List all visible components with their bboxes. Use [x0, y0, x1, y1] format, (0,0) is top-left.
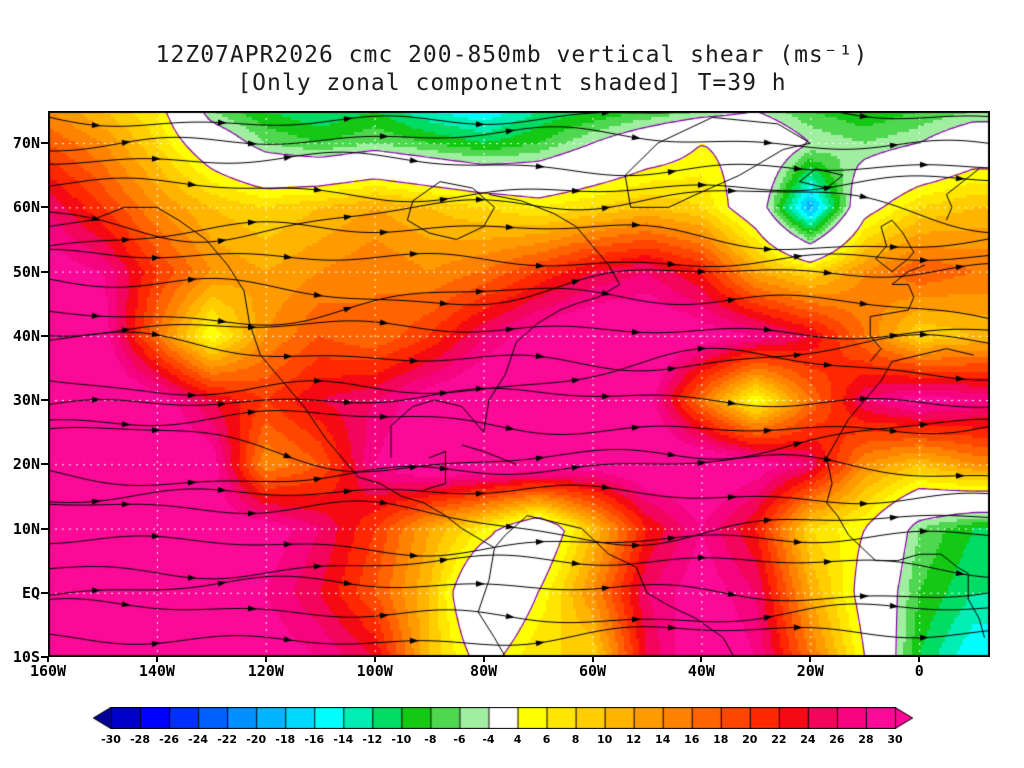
colorbar-tick-label: -26 [159, 733, 179, 746]
colorbar-tick-label: 18 [713, 733, 729, 746]
colorbar-tick-label: -28 [130, 733, 150, 746]
x-axis-tick [918, 657, 921, 662]
y-axis-tick-label: 10S [12, 648, 40, 666]
y-axis-tick [41, 656, 48, 658]
x-axis-tick [155, 657, 158, 662]
colorbar-tick-label: 24 [800, 733, 816, 746]
x-axis-tick-label: 60W [578, 662, 607, 680]
colorbar-tick-label: 4 [513, 733, 522, 746]
y-axis-tick-label: 10N [12, 519, 40, 538]
colorbar-tick-label: -24 [188, 733, 209, 746]
colorbar-tick-label: 12 [626, 733, 642, 746]
colorbar-tick-label: 8 [571, 733, 580, 746]
y-axis-tick-label: 40N [12, 326, 40, 345]
y-axis-tick-label: 30N [12, 391, 40, 410]
y-axis-tick [41, 270, 48, 273]
x-axis-tick-label: 20W [796, 662, 824, 680]
x-axis-tick [264, 657, 267, 662]
x-axis-tick-label: 40W [687, 662, 715, 680]
colorbar-tick-label: -16 [304, 733, 325, 746]
map-canvas [48, 111, 990, 657]
colorbar-tick-label: 14 [655, 733, 671, 746]
y-axis-tick [41, 206, 48, 209]
chart-subtitle: [Only zonal componetnt shaded] T=39 h [237, 70, 787, 96]
colorbar-tick-label: 6 [542, 733, 551, 746]
colorbar-tick-label: -22 [217, 733, 238, 746]
x-axis-tick [591, 657, 594, 662]
x-axis-tick [809, 657, 812, 662]
x-axis-tick-label: 100W [356, 662, 393, 680]
colorbar-tick-label: 26 [829, 733, 845, 746]
y-axis-tick-label: 60N [12, 198, 40, 217]
colorbar-tick-label: 20 [742, 733, 758, 746]
y-axis-tick [41, 463, 48, 466]
colorbar [93, 707, 913, 729]
x-axis-tick-label: 140W [138, 662, 175, 680]
x-axis-tick [482, 657, 485, 662]
x-axis-tick-label: 160W [29, 662, 67, 680]
y-axis-tick-label: 50N [12, 262, 40, 281]
x-axis-tick [700, 657, 703, 662]
y-axis-tick [41, 527, 48, 530]
colorbar-tick-label: 16 [684, 733, 700, 746]
y-axis-tick [41, 591, 48, 594]
x-axis-tick-label: 120W [247, 662, 284, 680]
y-axis-tick [41, 142, 48, 145]
colorbar-tick-label: -30 [101, 733, 121, 746]
colorbar-tick-label: -6 [453, 733, 466, 746]
colorbar-tick-label: -20 [246, 733, 267, 746]
colorbar-tick-label: -14 [333, 733, 354, 746]
y-axis-tick-label: EQ [21, 583, 40, 602]
colorbar-tick-label: -8 [424, 733, 437, 746]
x-axis-tick-label: 0 [914, 662, 924, 680]
colorbar-labels: -30 -28 -26 -24 -22 -20 -18 -16 -14 -12 -10 -8 -6 -4 4… [93, 733, 913, 747]
colorbar-tick-label: 30 [887, 733, 903, 746]
colorbar-tick-label: -18 [275, 733, 296, 746]
y-axis-tick-label: 20N [12, 455, 40, 474]
colorbar-tick-label: -10 [391, 733, 412, 746]
colorbar-tick-label: 28 [858, 733, 874, 746]
x-axis-tick [373, 657, 376, 662]
x-axis-tick-label: 80W [470, 662, 498, 680]
x-axis-tick [47, 657, 49, 662]
y-axis-tick-label: 70N [12, 134, 40, 153]
y-axis-tick [41, 399, 48, 402]
y-axis-tick [41, 334, 48, 337]
colorbar-tick-label: 10 [596, 733, 613, 746]
chart-title: 12Z07APR2026 cmc 200-850mb vertical shea… [155, 42, 869, 68]
colorbar-tick-label: -12 [362, 733, 383, 746]
colorbar-tick-label: 22 [771, 733, 787, 746]
colorbar-tick-label: -4 [482, 733, 495, 746]
